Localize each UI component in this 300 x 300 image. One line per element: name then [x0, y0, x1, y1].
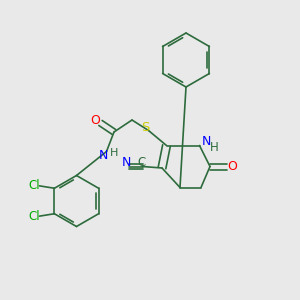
Text: Cl: Cl [28, 210, 40, 223]
Text: N: N [201, 135, 211, 148]
Text: H: H [209, 141, 218, 154]
Text: O: O [90, 113, 100, 127]
Text: Cl: Cl [28, 179, 40, 192]
Text: C: C [137, 155, 145, 169]
Text: H: H [110, 148, 118, 158]
Text: S: S [141, 121, 150, 134]
Text: O: O [227, 160, 237, 173]
Text: N: N [99, 148, 108, 162]
Text: N: N [122, 155, 131, 169]
